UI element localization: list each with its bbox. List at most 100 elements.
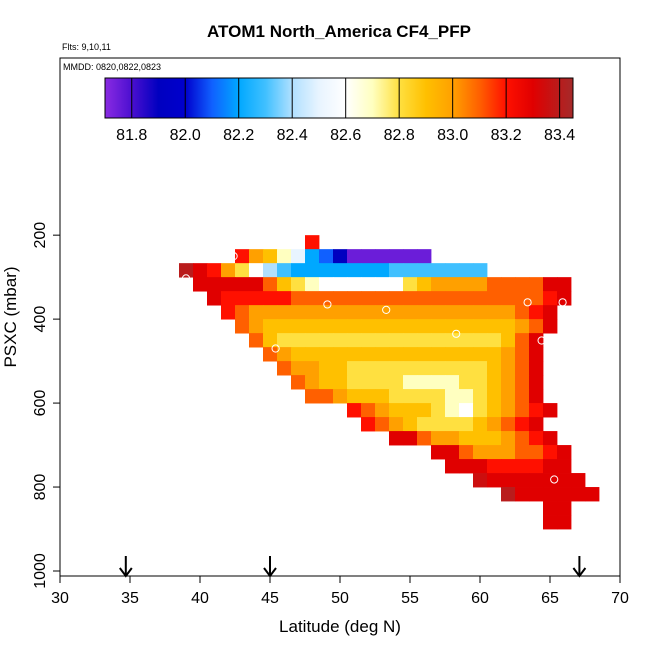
heatmap-cell <box>571 473 586 488</box>
heatmap-cell <box>333 389 348 404</box>
heatmap-cell <box>207 291 222 306</box>
heatmap-cell <box>347 347 362 362</box>
heatmap-cell <box>417 417 432 432</box>
heatmap-cell <box>389 305 404 320</box>
heatmap-cell <box>333 319 348 334</box>
heatmap-cell <box>557 291 572 306</box>
heatmap-cell <box>529 375 544 390</box>
heatmap-cell <box>417 249 432 264</box>
heatmap-cell <box>319 305 334 320</box>
heatmap-cell <box>557 501 572 516</box>
heatmap-cell <box>501 445 516 460</box>
heatmap-cell <box>445 431 460 446</box>
heatmap-cell <box>235 249 250 264</box>
heatmap-cell <box>529 431 544 446</box>
flight-point <box>323 300 332 309</box>
heatmap-cell <box>375 263 390 278</box>
heatmap-cell <box>445 403 460 418</box>
heatmap-cell <box>305 249 320 264</box>
heatmap-cell <box>305 375 320 390</box>
heatmap-cell <box>305 361 320 376</box>
heatmap-cell <box>543 515 558 530</box>
heatmap-cell <box>403 277 418 292</box>
heatmap-cell <box>543 305 558 320</box>
heatmap-cell <box>263 263 278 278</box>
heatmap-cell <box>361 375 376 390</box>
heatmap-cell <box>473 305 488 320</box>
heatmap-cell <box>277 305 292 320</box>
heatmap-cell <box>235 291 250 306</box>
heatmap-cell <box>473 333 488 348</box>
heatmap-cell <box>263 333 278 348</box>
flight-arrow <box>119 556 133 578</box>
heatmap-cell <box>403 389 418 404</box>
heatmap-cell <box>417 277 432 292</box>
colorbar-tick-label: 83.0 <box>437 127 468 144</box>
heatmap-cell <box>501 333 516 348</box>
flight-point <box>271 344 280 353</box>
heatmap-cell <box>389 347 404 362</box>
x-tick-label: 70 <box>611 590 629 607</box>
heatmap-cell <box>389 389 404 404</box>
heatmap-cell <box>543 319 558 334</box>
heatmap-cell <box>501 431 516 446</box>
heatmap-cell <box>487 445 502 460</box>
x-tick-label: 35 <box>121 590 139 607</box>
heatmap-cell <box>459 459 474 474</box>
heatmap-cell <box>305 389 320 404</box>
heatmap-cell <box>249 291 264 306</box>
heatmap-cell <box>319 263 334 278</box>
heatmap-cell <box>515 305 530 320</box>
heatmap-cell <box>375 375 390 390</box>
heatmap-cell <box>417 291 432 306</box>
heatmap-cell <box>529 487 544 502</box>
heatmap-cell <box>557 515 572 530</box>
x-tick-label: 50 <box>331 590 349 607</box>
heatmap-cell <box>529 361 544 376</box>
heatmap-cell <box>207 263 222 278</box>
heatmap-cell <box>473 459 488 474</box>
heatmap-cell <box>319 347 334 362</box>
heatmap-cell <box>305 263 320 278</box>
heatmap-cell <box>501 403 516 418</box>
heatmap-cell <box>557 459 572 474</box>
heatmap-cell <box>375 319 390 334</box>
flight-point <box>550 475 559 484</box>
heatmap-cell <box>431 333 446 348</box>
heatmap-cell <box>473 277 488 292</box>
heatmap-cell <box>445 459 460 474</box>
heatmap-cell <box>487 459 502 474</box>
x-tick-label: 55 <box>401 590 419 607</box>
heatmap-cell <box>515 459 530 474</box>
heatmap-cell <box>459 431 474 446</box>
heatmap-cell <box>375 305 390 320</box>
x-tick-label: 40 <box>191 590 209 607</box>
heatmap-cell <box>431 291 446 306</box>
heatmap-cell <box>459 417 474 432</box>
y-tick-label: 1000 <box>32 553 49 589</box>
heatmap-cell <box>263 347 278 362</box>
heatmap-cell <box>529 403 544 418</box>
heatmap-cell <box>445 417 460 432</box>
heatmap-cell <box>347 305 362 320</box>
colorbar: 81.8 82.0 82.2 82.4 82.6 82.8 83.0 83.2 83.4 <box>104 77 575 144</box>
heatmap-cell <box>529 473 544 488</box>
heatmap-cells <box>179 235 600 530</box>
flight-arrow <box>572 556 587 578</box>
heatmap-cell <box>375 277 390 292</box>
heatmap-cell <box>277 263 292 278</box>
heatmap-cell <box>515 431 530 446</box>
heatmap-cell <box>501 277 516 292</box>
heatmap-cell <box>473 473 488 488</box>
heatmap-cell <box>543 445 558 460</box>
heatmap-cell <box>501 487 516 502</box>
x-tick-label: 30 <box>51 590 69 607</box>
heatmap-cell <box>515 361 530 376</box>
heatmap-cell <box>543 501 558 516</box>
heatmap-cell <box>417 305 432 320</box>
heatmap-cell <box>389 249 404 264</box>
heatmap-cell <box>557 473 572 488</box>
heatmap-cell <box>389 319 404 334</box>
heatmap-cell <box>529 347 544 362</box>
